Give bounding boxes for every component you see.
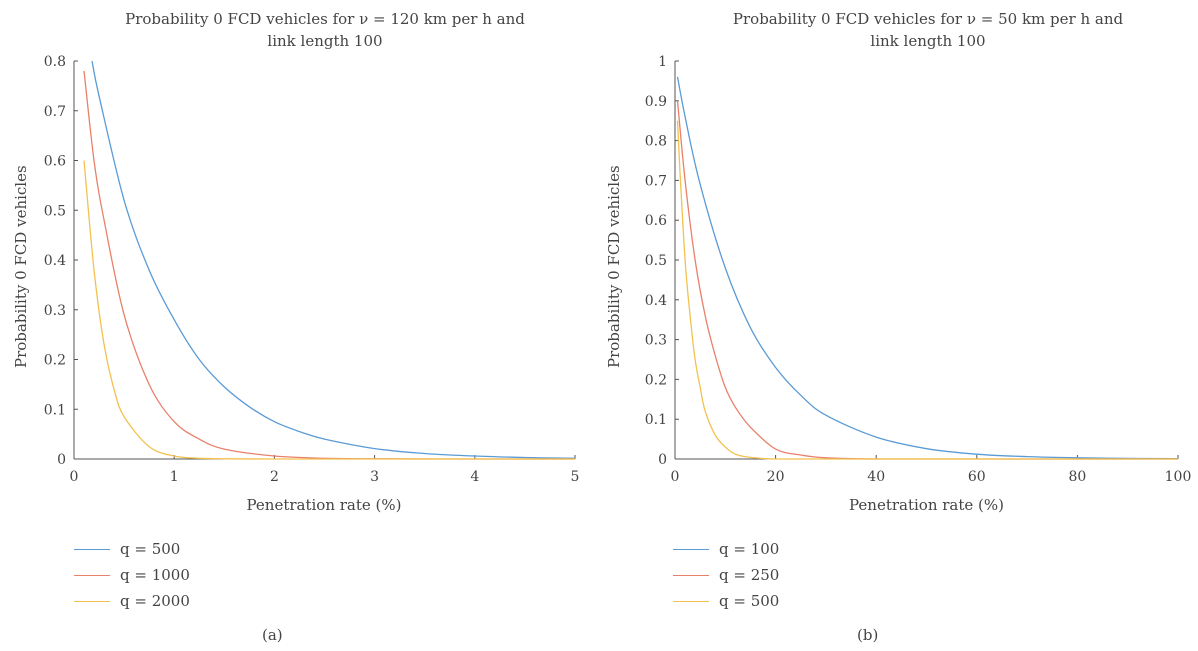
panel-label: (a) [262,626,283,644]
y-tick-label: 0.8 [645,134,667,150]
legend-label: q = 250 [719,566,780,584]
chart-title-line-1: Probability 0 FCD vehicles for ν = 50 km… [732,10,1124,28]
legend-item: q = 1000 [74,562,190,588]
y-tick-label: 0.8 [44,54,66,70]
chart-panel-a: Probability 0 FCD vehicles for ν = 120 k… [12,8,590,644]
y-tick-label: 0.7 [645,173,667,189]
legend-swatch [673,548,709,550]
legend-swatch [673,600,709,602]
y-tick-label: 0.2 [44,353,66,369]
legend-label: q = 500 [719,592,780,610]
series-line-2 [676,100,1178,460]
chart-plot-area: 0 0.1 0.2 0.3 0.4 0.5 0.6 0.7 0.8 0 1 2 3 4 5 [44,54,580,485]
panel-label: (b) [857,626,879,644]
x-tick-label: 4 [470,469,479,485]
legend-item: q = 100 [673,536,779,562]
legend-label: q = 1000 [120,566,190,584]
y-tick-label: 0.2 [645,372,667,388]
x-tick-label: 100 [1165,469,1192,485]
y-axis-label: Probability 0 FCD vehicles [605,165,623,368]
chart-title: Probability 0 FCD vehicles for ν = 50 km… [663,8,1193,52]
chart-panel-b: Probability 0 FCD vehicles for ν = 50 km… [599,0,1198,651]
y-tick-label: 0.4 [645,293,667,309]
series-line-3 [83,160,575,460]
legend: q = 100 q = 250 q = 500 [673,536,779,614]
x-tick-label: 80 [1068,469,1086,485]
series-line-1 [676,76,1179,460]
legend-swatch [74,574,110,576]
y-axis-label: Probability 0 FCD vehicles [12,165,30,368]
chart-title-line-2: link length 100 [870,32,986,50]
chart-title-line-1: Probability 0 FCD vehicles for ν = 120 k… [125,10,525,28]
x-tick-label: 0 [70,469,79,485]
x-tick-label: 2 [270,469,279,485]
y-tick-label: 0.9 [645,94,667,110]
legend-item: q = 500 [74,536,190,562]
series-line-3 [676,120,1178,460]
x-tick-label: 1 [170,469,179,485]
x-tick-label: 40 [867,469,885,485]
legend-label: q = 2000 [120,592,190,610]
x-tick-label: 0 [671,469,680,485]
y-tick-label: 0.5 [44,203,66,219]
y-tick-label: 0.1 [645,412,667,428]
x-axis-label: Penetration rate (%) [246,496,402,514]
y-tick-label: 0 [658,452,667,468]
y-tick-label: 1 [658,54,667,70]
legend-item: q = 250 [673,562,779,588]
y-tick-label: 0.7 [44,104,66,120]
y-tick-label: 0.6 [44,154,66,170]
legend-item: q = 2000 [74,588,190,614]
y-tick-label: 0.6 [645,213,667,229]
x-tick-label: 60 [968,469,986,485]
legend-label: q = 500 [120,540,181,558]
y-tick-label: 0 [57,452,66,468]
legend: q = 500 q = 1000 q = 2000 [74,536,190,614]
x-axis-label: Penetration rate (%) [848,496,1004,514]
series-line-2 [83,70,575,460]
y-tick-label: 0.5 [645,253,667,269]
chart-title: Probability 0 FCD vehicles for ν = 120 k… [60,8,590,52]
x-tick-label: 5 [571,469,580,485]
chart-plot-area: 0 0.1 0.2 0.3 0.4 0.5 0.6 0.7 0.8 0.9 1 0 20 40 60 80 10… [645,54,1192,485]
y-tick-label: 0.3 [44,303,66,319]
y-tick-label: 0.3 [645,333,667,349]
legend-swatch [74,548,110,550]
legend-item: q = 500 [673,588,779,614]
y-tick-label: 0.1 [44,402,66,418]
x-tick-label: 20 [767,469,785,485]
legend-swatch [673,574,709,576]
legend-swatch [74,600,110,602]
x-tick-label: 3 [370,469,379,485]
y-tick-label: 0.4 [44,253,66,269]
legend-label: q = 100 [719,540,780,558]
chart-title-line-2: link length 100 [267,32,383,50]
series-line-1 [91,60,576,459]
